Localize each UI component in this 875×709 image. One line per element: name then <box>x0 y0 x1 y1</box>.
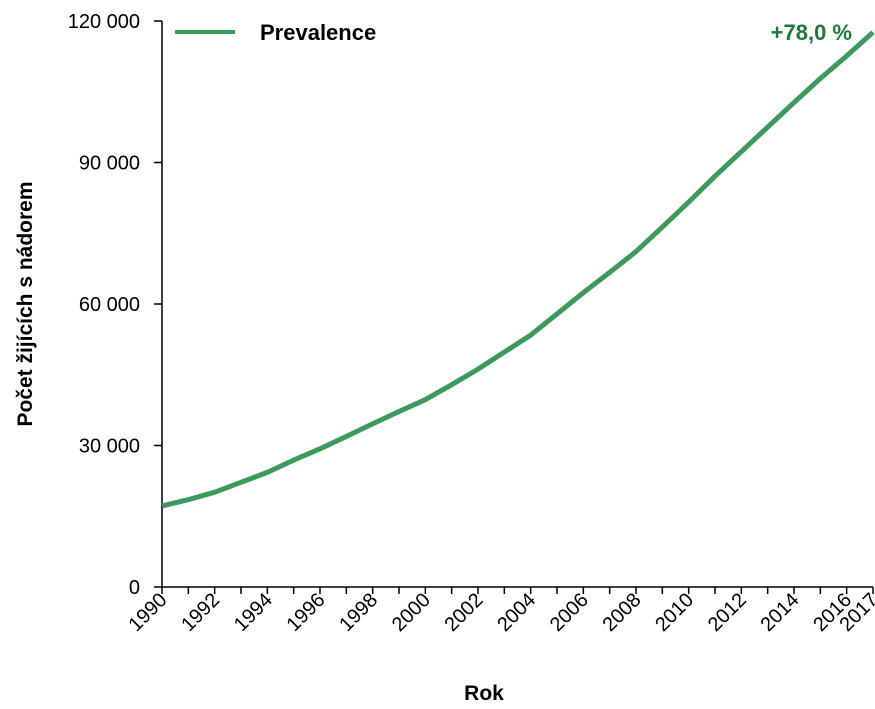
y-tick-label: 90 000 <box>79 153 140 175</box>
x-tick-label: 1998 <box>335 589 382 636</box>
x-tick-label: 2008 <box>599 589 646 636</box>
series-layer <box>161 30 875 509</box>
x-tick-label: 2002 <box>441 589 488 636</box>
y-tick-label: 60 000 <box>79 294 140 316</box>
x-tick-label: 1992 <box>177 589 224 636</box>
x-ticks: 1990 1992 1994 1996 1998 2000 2002 2004 2006 2008… <box>125 587 875 636</box>
x-tick-label: 2000 <box>388 589 435 636</box>
y-ticks: 0 30 000 60 000 90 000 120 000 <box>68 11 162 599</box>
x-tick-label: 1994 <box>230 589 277 636</box>
x-tick-label: 2010 <box>651 589 698 636</box>
x-tick-label: 2014 <box>757 589 804 636</box>
growth-annotation: +78,0 % <box>771 20 852 45</box>
x-tick-label: 2012 <box>704 589 751 636</box>
x-axis-title: Rok <box>464 682 504 705</box>
legend: Prevalence <box>175 20 376 45</box>
legend-label-prevalence: Prevalence <box>260 20 376 45</box>
y-tick-label: 0 <box>129 577 140 599</box>
y-tick-label: 30 000 <box>79 436 140 458</box>
y-tick-label: 120 000 <box>68 11 140 33</box>
x-tick-label: 2006 <box>546 589 593 636</box>
y-axis-title: Počet žijících s nádorem <box>14 181 37 426</box>
series-line-prevalence <box>161 30 875 509</box>
x-tick-label: 1996 <box>283 589 330 636</box>
axes <box>161 21 873 588</box>
x-tick-label: 2004 <box>493 589 540 636</box>
